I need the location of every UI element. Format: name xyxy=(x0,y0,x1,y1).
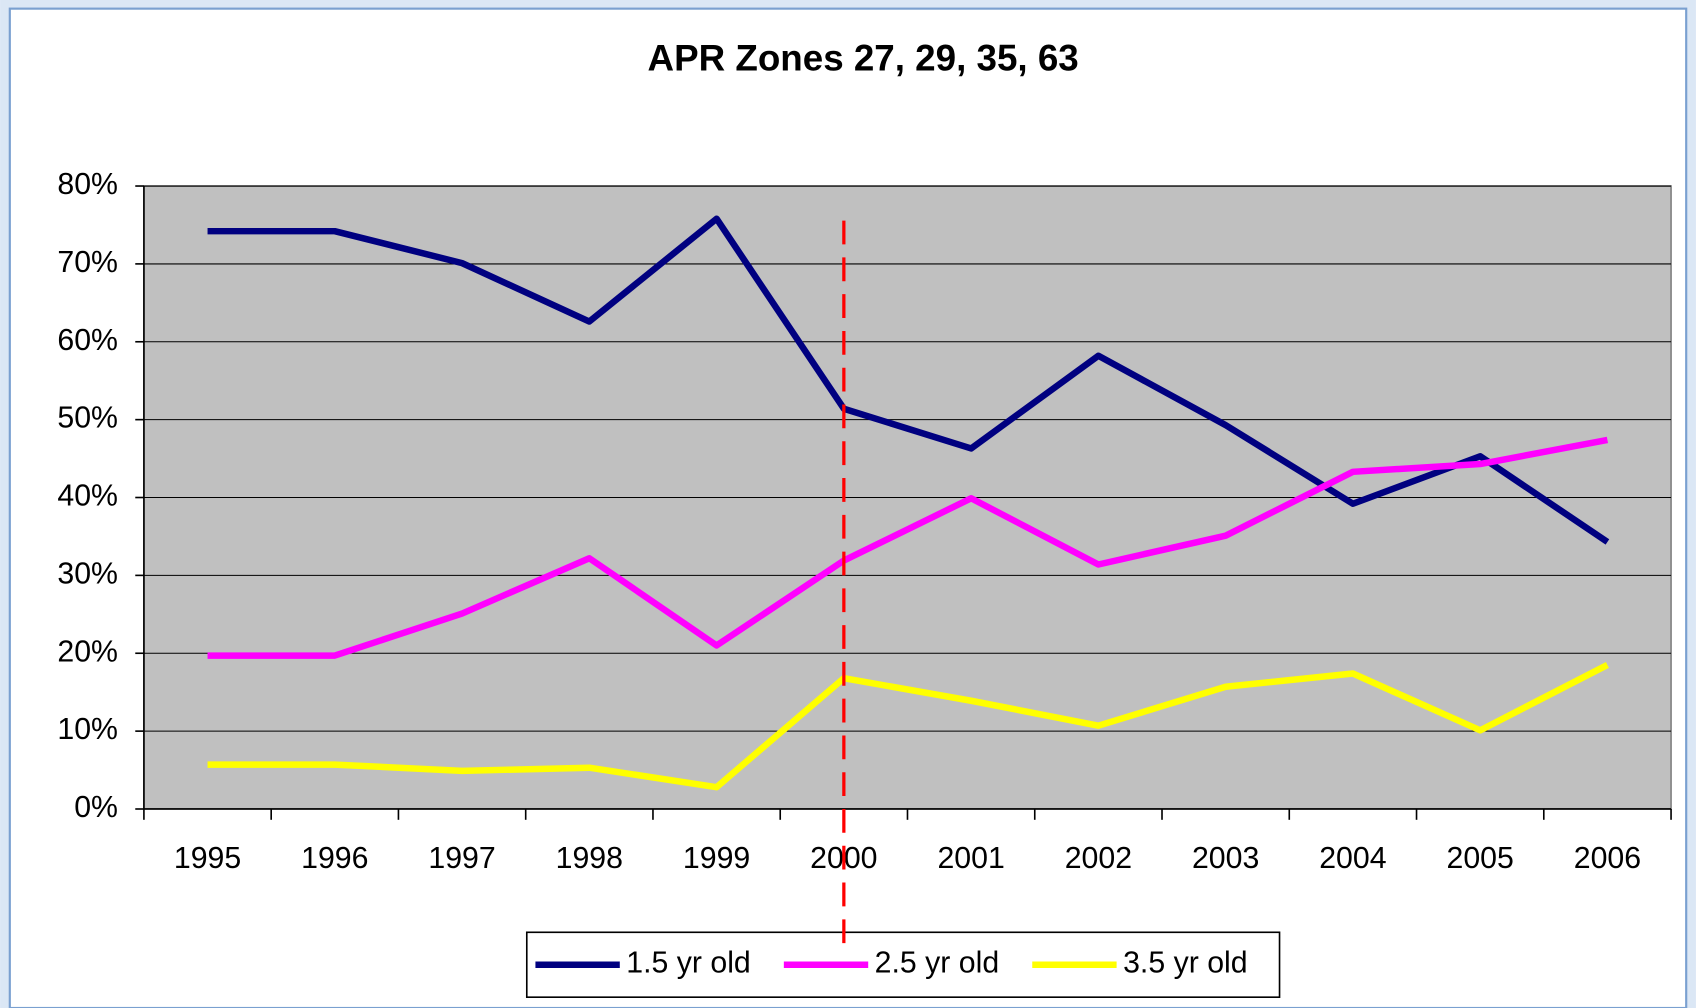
x-tick-label: 1998 xyxy=(556,842,623,875)
y-tick-label: 80% xyxy=(57,168,118,201)
y-tick-label: 70% xyxy=(57,246,118,279)
y-tick-label: 0% xyxy=(74,791,118,824)
y-tick-label: 40% xyxy=(57,480,118,513)
x-tick-label: 1995 xyxy=(174,842,241,875)
legend xyxy=(525,931,1281,998)
legend-label: 3.5 yr old xyxy=(1123,947,1247,980)
x-tick-label: 2004 xyxy=(1319,842,1386,875)
series-line xyxy=(207,662,1609,791)
series-line xyxy=(207,436,1609,659)
y-tick-label: 20% xyxy=(57,635,118,668)
x-tick-label: 2006 xyxy=(1574,842,1641,875)
x-tick-label: 1996 xyxy=(301,842,368,875)
chart-title: APR Zones 27, 29, 35, 63 xyxy=(648,37,1079,78)
x-tick-label: 2005 xyxy=(1446,842,1513,875)
x-tick-label: 2002 xyxy=(1065,842,1132,875)
legend-label: 1.5 yr old xyxy=(626,947,751,980)
y-tick-label: 60% xyxy=(57,324,118,357)
x-tick-label: 2001 xyxy=(937,842,1004,875)
x-tick-label: 1999 xyxy=(683,842,750,875)
legend-label: 2.5 yr old xyxy=(875,947,1000,980)
y-tick-label: 50% xyxy=(57,402,118,435)
y-tick-label: 10% xyxy=(57,713,118,746)
x-tick-label: 1997 xyxy=(428,842,495,875)
y-tick-label: 30% xyxy=(57,557,118,590)
series-line xyxy=(207,215,1610,545)
x-tick-label: 2003 xyxy=(1192,842,1259,875)
